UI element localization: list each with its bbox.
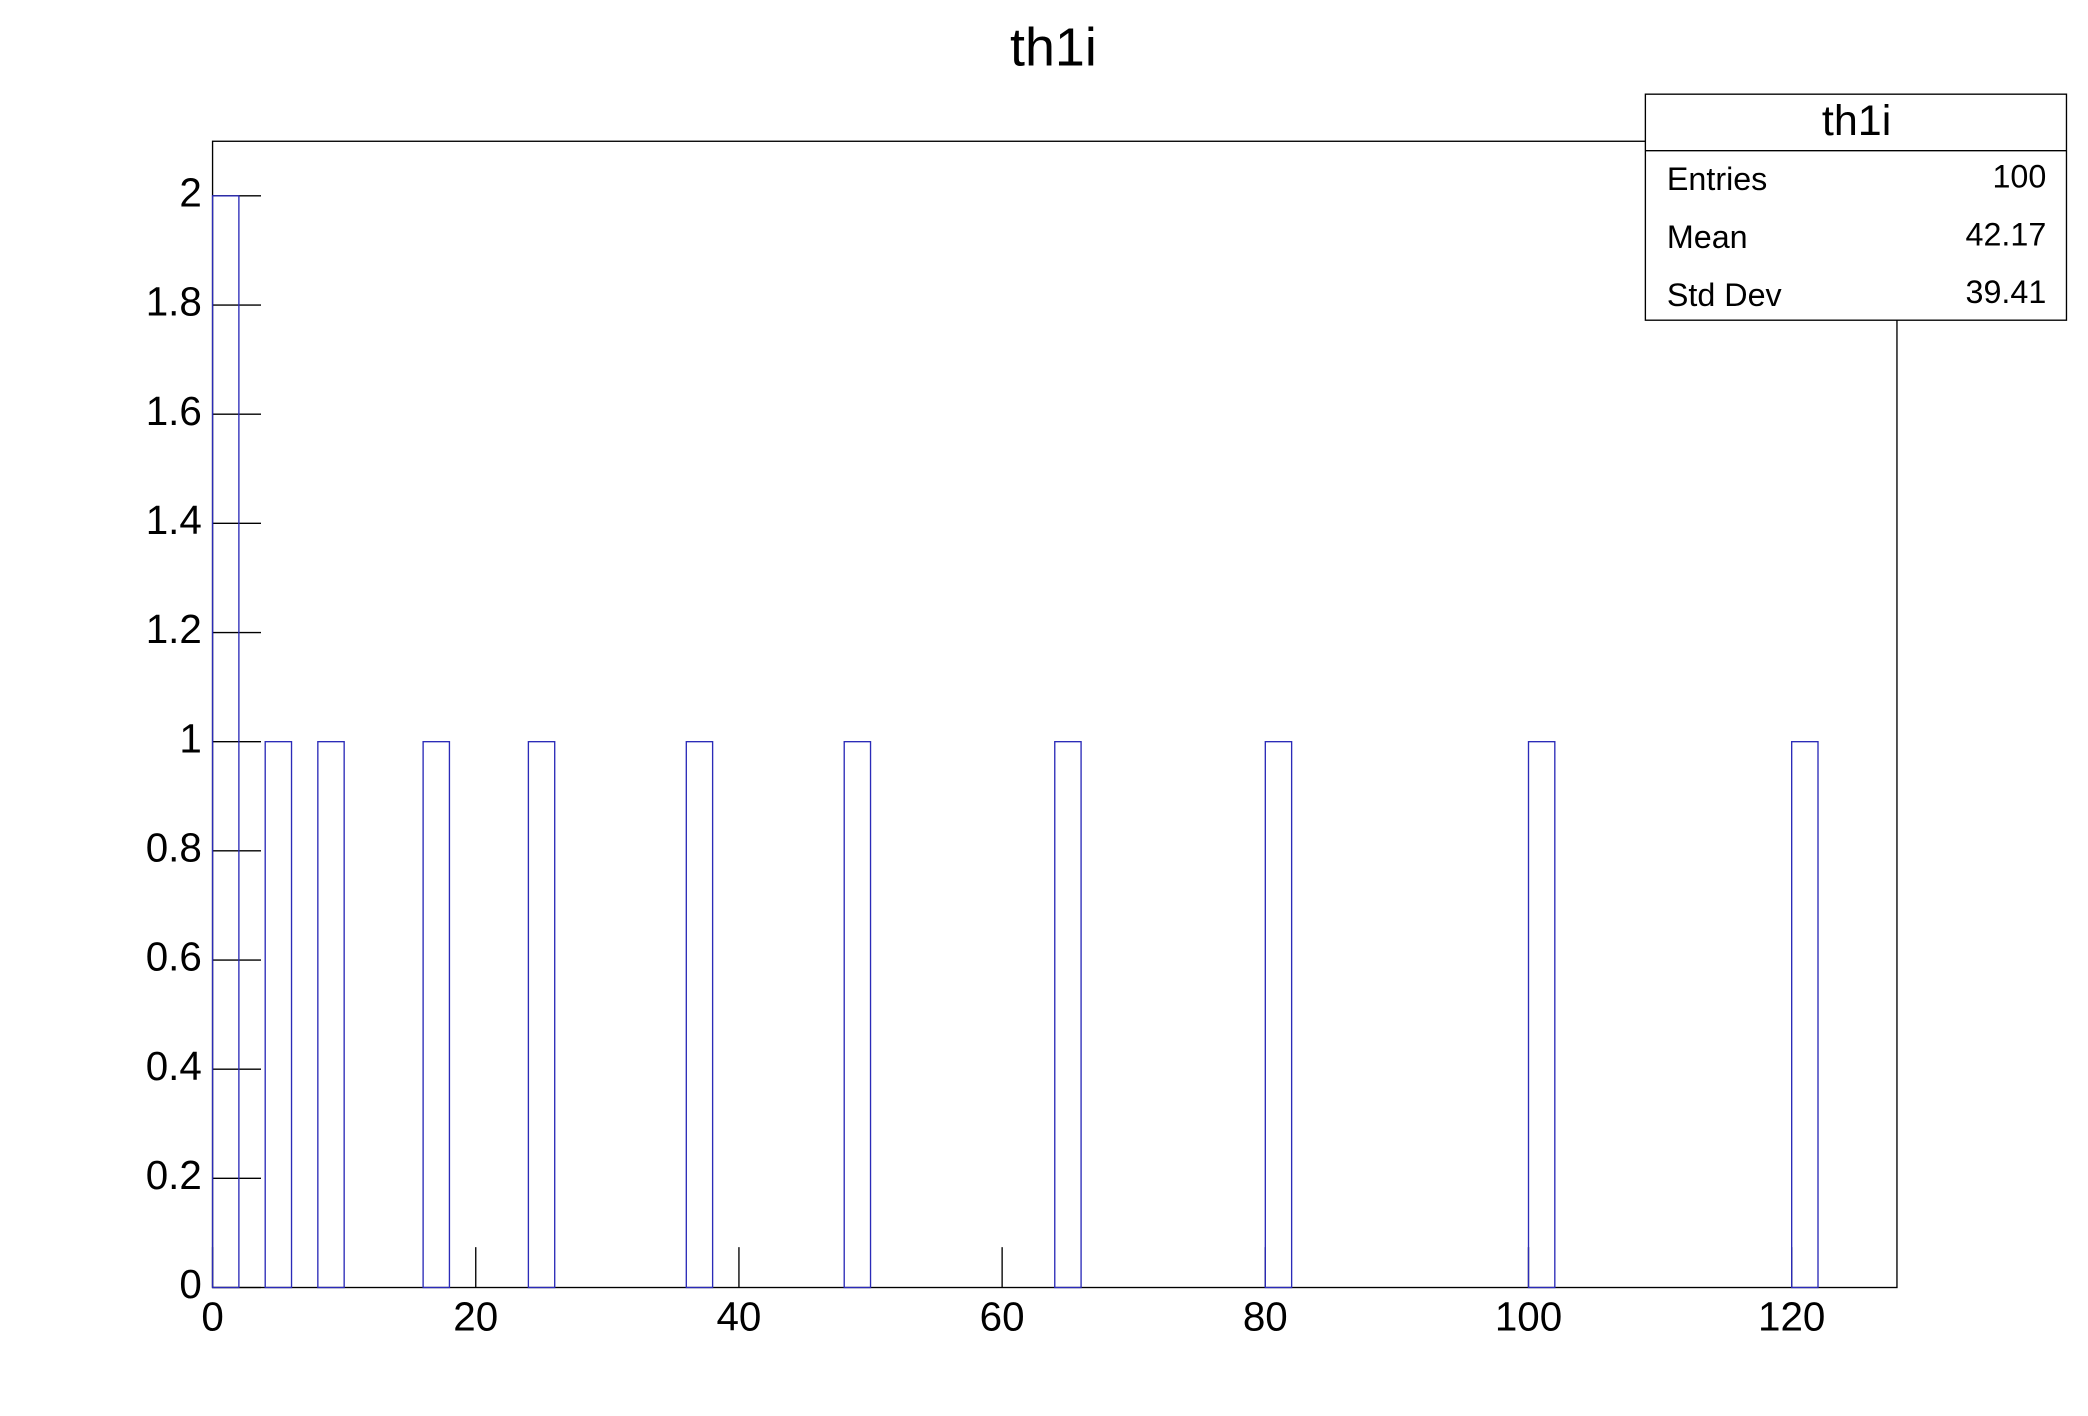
- y-tick-label: 0: [179, 1261, 201, 1307]
- stats-value: 39.41: [1966, 274, 2047, 310]
- x-tick-label: 120: [1758, 1293, 1825, 1339]
- stats-label: Entries: [1667, 161, 1767, 197]
- bar: [1527, 741, 1556, 1289]
- bar: [422, 741, 451, 1289]
- y-tick-label: 0.2: [146, 1152, 202, 1198]
- x-tick-label: 20: [453, 1293, 498, 1339]
- y-tick-label: 0.8: [146, 825, 202, 871]
- bar: [685, 741, 714, 1289]
- stats-label: Std Dev: [1667, 277, 1783, 313]
- stats-label: Mean: [1667, 219, 1748, 255]
- y-tick-label: 1.4: [146, 497, 202, 543]
- bar: [317, 741, 345, 1289]
- y-tick-label: 1.6: [146, 388, 202, 434]
- y-tick-label: 2: [179, 170, 201, 216]
- x-tick-label: 60: [980, 1293, 1025, 1339]
- bar: [1054, 741, 1082, 1289]
- bar: [1264, 741, 1293, 1289]
- stats-frame: [1644, 93, 2068, 321]
- x-tick-label: 100: [1495, 1293, 1562, 1339]
- y-tick-label: 1.8: [146, 279, 202, 325]
- bar: [527, 741, 556, 1289]
- x-tick-label: 0: [201, 1293, 223, 1339]
- y-tick-label: 0.6: [146, 934, 202, 980]
- bar: [1791, 741, 1819, 1289]
- bar: [211, 195, 240, 1289]
- stats-title: th1i: [1822, 97, 1891, 145]
- y-tick-label: 1.2: [146, 606, 202, 652]
- y-tick-label: 1: [179, 715, 201, 761]
- y-tick-label: 0.4: [146, 1043, 202, 1089]
- stats-box: th1i: [1644, 93, 2068, 321]
- bar: [843, 741, 872, 1289]
- x-tick-label: 40: [716, 1293, 761, 1339]
- stats-value: 42.17: [1966, 216, 2047, 252]
- bar: [264, 741, 293, 1289]
- x-tick-label: 80: [1243, 1293, 1288, 1339]
- chart-title: th1i: [1010, 17, 1097, 77]
- stats-value: 100: [1992, 158, 2046, 194]
